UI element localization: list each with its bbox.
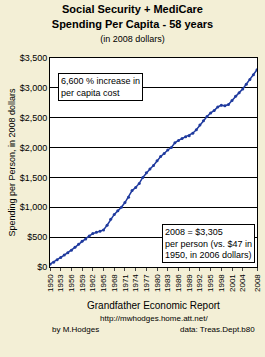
svg-text:1950: 1950 bbox=[46, 274, 55, 292]
svg-text:$0: $0 bbox=[37, 262, 47, 272]
svg-text:2004: 2004 bbox=[238, 274, 247, 292]
svg-text:$500: $500 bbox=[27, 232, 47, 242]
svg-text:$3,000: $3,000 bbox=[20, 83, 48, 93]
svg-text:$3,500: $3,500 bbox=[20, 53, 48, 63]
svg-text:data: Treas.Dept.b80: data: Treas.Dept.b80 bbox=[180, 325, 255, 334]
svg-text:$1,000: $1,000 bbox=[20, 202, 48, 212]
svg-text:Social Security + MediCareSpen: Social Security + MediCareSpending Per C… bbox=[52, 3, 213, 44]
svg-text:1989: 1989 bbox=[185, 274, 194, 292]
svg-text:1983: 1983 bbox=[163, 274, 172, 292]
svg-text:1986: 1986 bbox=[174, 274, 183, 292]
svg-text:$2,000: $2,000 bbox=[20, 143, 48, 153]
svg-text:1980: 1980 bbox=[153, 274, 162, 292]
svg-text:1956: 1956 bbox=[67, 274, 76, 292]
svg-text:1968: 1968 bbox=[110, 274, 119, 292]
svg-text:http://mwhodges.home.att.net/: http://mwhodges.home.att.net/ bbox=[100, 314, 208, 323]
svg-text:2001: 2001 bbox=[228, 274, 237, 292]
svg-text:1977: 1977 bbox=[142, 274, 151, 292]
svg-text:1959: 1959 bbox=[78, 274, 87, 292]
svg-text:1962: 1962 bbox=[88, 274, 97, 292]
svg-text:1998: 1998 bbox=[217, 274, 226, 292]
svg-text:2008 = $3,305per person (vs. $: 2008 = $3,305per person (vs. $47 in1950,… bbox=[165, 227, 252, 260]
svg-text:1992: 1992 bbox=[196, 274, 205, 292]
svg-text:6,600 % increase inper capita: 6,600 % increase inper capita cost bbox=[61, 76, 140, 98]
svg-text:1971: 1971 bbox=[121, 274, 130, 292]
svg-text:1995: 1995 bbox=[206, 274, 215, 292]
svg-text:Spending per Person, in 2008 d: Spending per Person, in 2008 dollars bbox=[7, 88, 17, 237]
svg-text:by M.Hodges: by M.Hodges bbox=[52, 325, 99, 334]
svg-text:$1,500: $1,500 bbox=[20, 173, 48, 183]
svg-text:1953: 1953 bbox=[56, 274, 65, 292]
svg-text:Grandfather Economic Report: Grandfather Economic Report bbox=[87, 300, 220, 311]
svg-text:$2,500: $2,500 bbox=[20, 113, 48, 123]
svg-text:2008: 2008 bbox=[253, 274, 262, 292]
svg-text:1965: 1965 bbox=[99, 274, 108, 292]
svg-text:1974: 1974 bbox=[131, 274, 140, 292]
